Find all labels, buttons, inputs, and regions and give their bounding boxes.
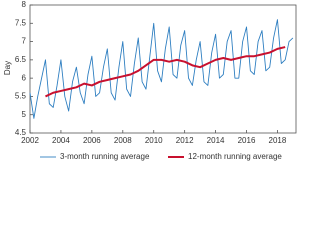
- legend-label: 3-month running average: [60, 152, 150, 161]
- y-tick-label: 6.5: [15, 55, 27, 64]
- y-tick-label: 8: [22, 0, 27, 9]
- y-tick-label: 7: [22, 37, 27, 46]
- x-tick-label: 2002: [21, 136, 39, 145]
- chart: Day 4.5 5 5.5 6 6.5 7 7.5 8 2002 2004 2006 2008 2010…: [3, 0, 297, 161]
- x-tick-label: 2004: [52, 136, 70, 145]
- x-tick-label: 2010: [145, 136, 163, 145]
- y-tick-label: 7.5: [15, 18, 27, 27]
- x-tick-label: 2008: [114, 136, 132, 145]
- legend-label: 12-month running average: [188, 152, 282, 161]
- x-tick-label: 2012: [176, 136, 194, 145]
- x-tick-label: 2016: [238, 136, 256, 145]
- x-tick-label: 2006: [83, 136, 101, 145]
- data-line: [29, 19, 294, 119]
- x-tick-label: 2014: [207, 136, 225, 145]
- page: {"chart_data": {"type": "line", "y_label…: [3, 0, 297, 162]
- y-tick-label: 5.5: [15, 92, 27, 101]
- x-tick-label: 2018: [269, 136, 287, 145]
- data-line: [45, 46, 286, 98]
- y-tick-label: 6: [22, 73, 27, 82]
- y-axis-label: Day: [3, 61, 12, 75]
- y-tick-label: 4.5: [15, 128, 27, 137]
- y-tick-label: 5: [22, 110, 27, 119]
- plot-frame: [29, 4, 297, 134]
